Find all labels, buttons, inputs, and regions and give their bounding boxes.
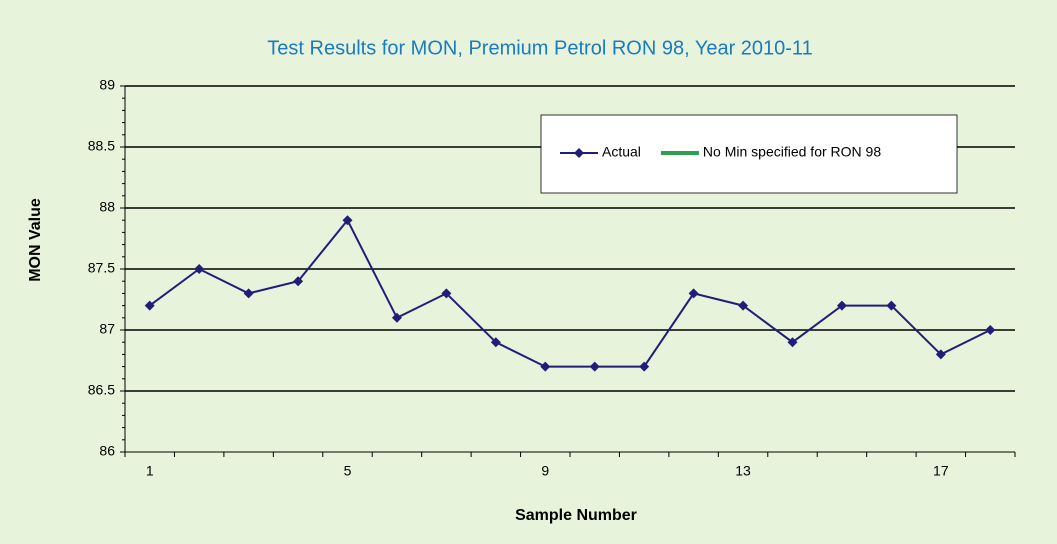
y-tick-label: 86	[99, 443, 115, 459]
chart-title: Test Results for MON, Premium Petrol RON…	[267, 37, 812, 59]
marker	[589, 361, 600, 372]
marker	[144, 300, 155, 311]
y-axis-title: MON Value	[27, 198, 44, 282]
x-axis-title: Sample Number	[515, 507, 637, 524]
marker	[391, 312, 402, 323]
marker	[738, 300, 749, 311]
marker	[935, 349, 946, 360]
marker	[639, 361, 650, 372]
marker	[441, 288, 452, 299]
marker	[194, 264, 205, 274]
legend: Actual No Min specified for RON 98	[540, 114, 958, 194]
marker	[540, 361, 551, 372]
x-tick-label: 5	[344, 463, 352, 479]
series-line	[149, 218, 991, 368]
marker	[342, 215, 353, 226]
marker	[886, 300, 897, 311]
y-tick-label: 87	[99, 321, 115, 337]
marker	[985, 325, 996, 335]
marker	[293, 276, 304, 287]
marker	[787, 337, 798, 348]
marker	[836, 300, 847, 311]
y-tick-label: 87.5	[88, 260, 115, 276]
marker	[243, 288, 254, 299]
legend-marker	[574, 148, 584, 158]
x-tick-label: 9	[541, 463, 549, 479]
y-tick-label: 86.5	[88, 382, 115, 398]
y-tick-label: 89	[99, 77, 115, 93]
legend-label: No Min specified for RON 98	[703, 144, 881, 160]
legend-box	[540, 114, 958, 194]
x-tick-label: 17	[933, 463, 949, 479]
y-tick-label: 88.5	[88, 138, 115, 154]
x-tick-label: 13	[735, 463, 751, 479]
marker	[490, 337, 501, 348]
y-tick-label: 88	[99, 199, 115, 215]
x-tick-label: 1	[146, 463, 154, 479]
legend-label: Actual	[602, 144, 641, 160]
marker	[688, 288, 699, 299]
